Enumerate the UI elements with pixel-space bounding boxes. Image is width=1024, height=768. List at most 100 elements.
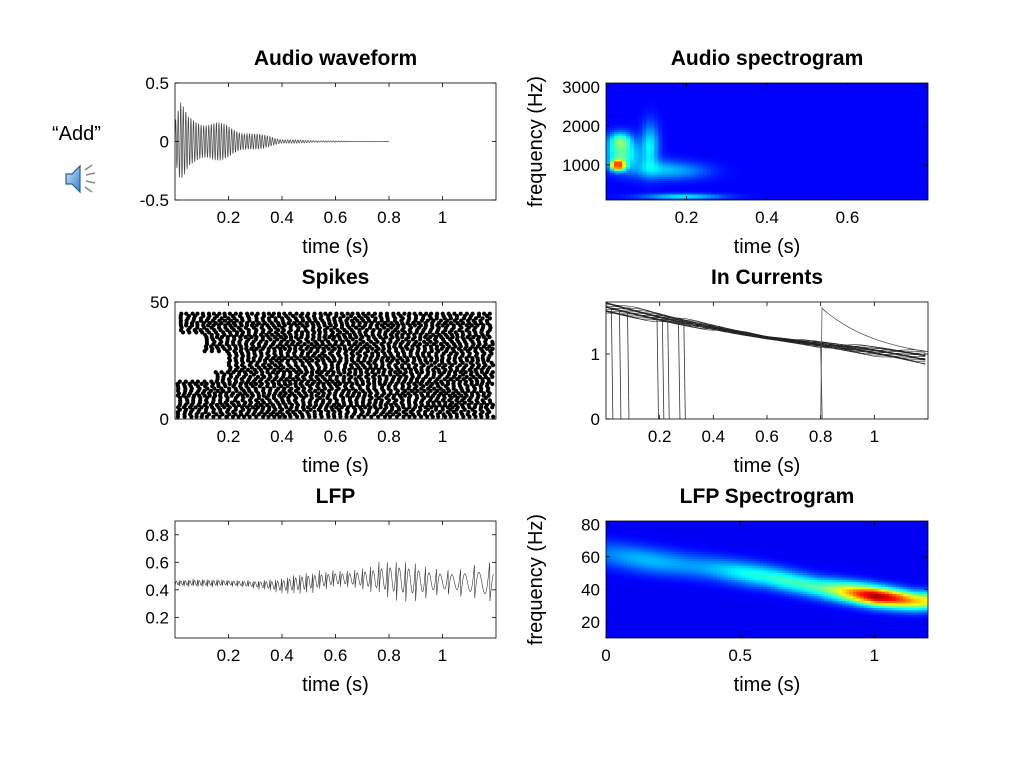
audio-spectrogram-cell: [618, 198, 623, 200]
audio-spectrogram-cell: [899, 145, 905, 148]
audio-spectrogram-cell: [706, 92, 712, 96]
audio-spectrogram-cell: [630, 137, 635, 140]
audio-spectrogram-cell: [855, 112, 860, 115]
audio-spectrogram-cell: [823, 127, 828, 131]
audio-spectrogram-cell: [779, 118, 784, 121]
audio-spectrogram-cell: [658, 162, 663, 166]
audio-spectrogram-cell: [618, 83, 623, 86]
audio-spectrogram-cell: [730, 147, 736, 150]
audio-spectrogram-cell: [867, 88, 873, 92]
audio-spectrogram-cell: [843, 131, 848, 135]
audio-spectrogram-cell: [863, 120, 869, 123]
audio-spectrogram-cell: [674, 166, 679, 170]
audio-spectrogram-cell: [891, 98, 897, 101]
audio-spectrogram-cell: [767, 123, 772, 127]
audio-spectrogram-cell: [746, 153, 752, 156]
audio-spectrogram-cell: [646, 120, 651, 123]
audio-spectrogram-cell: [819, 127, 824, 131]
audio-spectrogram-cell: [839, 98, 844, 101]
audio-spectrogram-cell: [606, 178, 611, 181]
audio-spectrogram-cell: [630, 198, 635, 200]
audio-spectrogram-cell: [634, 168, 639, 172]
audio-spectrogram-cell: [847, 102, 852, 105]
audio-spectrogram-cell: [783, 137, 788, 140]
audio-spectrogram-cell: [710, 182, 716, 185]
audio-spectrogram-cell: [762, 104, 768, 107]
audio-spectrogram-cell: [811, 84, 816, 88]
audio-spectrogram-cell: [839, 151, 844, 154]
audio-spectrogram-cell: [815, 157, 820, 160]
audio-spectrogram-cell: [650, 139, 655, 142]
audio-spectrogram-cell: [606, 164, 611, 168]
audio-spectrogram-cell: [722, 141, 728, 144]
audio-spectrogram-cell: [722, 184, 728, 187]
audio-spectrogram-cell: [923, 104, 928, 107]
audio-spectrogram-cell: [662, 135, 667, 138]
audio-spectrogram-cell: [863, 108, 869, 111]
audio-spectrogram-cell: [803, 102, 808, 105]
audio-spectrogram-cell: [702, 198, 708, 200]
audio-spectrogram-cell: [694, 162, 699, 166]
audio-spectrogram-cell: [855, 159, 860, 162]
audio-spectrogram-cell: [646, 196, 651, 199]
audio-spectrogram-cell: [706, 131, 712, 135]
audio-spectrogram-cell: [767, 122, 772, 125]
audio-spectrogram-cell: [787, 164, 792, 168]
audio-spectrogram-cell: [638, 114, 643, 117]
audio-spectrogram-cell: [895, 104, 901, 107]
audio-spectrogram-cell: [887, 84, 893, 88]
audio-spectrogram-cell: [803, 96, 808, 99]
audio-spectrogram-cell: [718, 133, 724, 137]
audio-spectrogram-cell: [638, 84, 643, 88]
audio-spectrogram-cell: [779, 137, 784, 140]
audio-spectrogram-cell: [746, 194, 752, 197]
audio-spectrogram-cell: [871, 123, 877, 127]
audio-spectrogram-cell: [847, 188, 852, 191]
audio-spectrogram-cell: [750, 180, 756, 183]
audio-spectrogram-cell: [867, 106, 873, 109]
audio-spectrogram-cell: [839, 166, 844, 170]
speaker-icon[interactable]: [64, 162, 100, 196]
audio-spectrogram-cell: [674, 83, 679, 86]
audio-spectrogram-cell: [654, 190, 659, 193]
audio-spectrogram-cell: [630, 182, 635, 185]
audio-spectrogram-cell: [754, 145, 760, 148]
audio-spectrogram-cell: [718, 94, 724, 98]
audio-spectrogram-cell: [839, 182, 844, 185]
audio-spectrogram-cell: [626, 83, 631, 86]
audio-spectrogram-cell: [819, 184, 824, 187]
audio-spectrogram-cell: [847, 194, 852, 197]
audio-spectrogram-cell: [859, 125, 865, 129]
audio-spectrogram-cell: [915, 108, 921, 111]
audio-spectrogram-cell: [903, 129, 909, 133]
audio-spectrogram-cell: [883, 184, 889, 187]
audio-spectrogram-cell: [610, 90, 615, 94]
audio-spectrogram-cell: [803, 114, 808, 117]
audio-spectrogram-cell: [646, 168, 651, 172]
audio-spectrogram-cell: [855, 83, 860, 86]
audio-spectrogram-cell: [883, 137, 889, 140]
audio-spectrogram-cell: [630, 83, 635, 86]
audio-spectrogram-cell: [847, 192, 852, 195]
audio-spectrogram-cell: [710, 116, 716, 119]
audio-spectrogram-cell: [622, 198, 627, 200]
audio-spectrogram-cell: [859, 186, 865, 189]
audio-spectrogram-cell: [610, 116, 615, 119]
audio-spectrogram-cell: [855, 186, 860, 189]
audio-spectrogram-cell: [871, 122, 877, 125]
audio-spectrogram-cell: [662, 137, 667, 140]
audio-spectrogram-cell: [650, 123, 655, 127]
audio-spectrogram-cell: [883, 166, 889, 170]
audio-spectrogram-cell: [606, 168, 611, 172]
audio-spectrogram-cell: [803, 83, 808, 86]
audio-spectrogram-cell: [742, 110, 748, 113]
audio-spectrogram-cell: [754, 120, 760, 123]
audio-spectrogram-cell: [923, 182, 928, 185]
audio-spectrogram-cell: [702, 112, 708, 115]
audio-spectrogram-cell: [666, 157, 671, 160]
audio-spectrogram-cell: [682, 112, 687, 115]
audio-spectrogram-cell: [911, 122, 917, 125]
audio-spectrogram-cell: [799, 122, 804, 125]
audio-spectrogram-cell: [771, 168, 776, 172]
audio-spectrogram-cell: [658, 133, 663, 137]
